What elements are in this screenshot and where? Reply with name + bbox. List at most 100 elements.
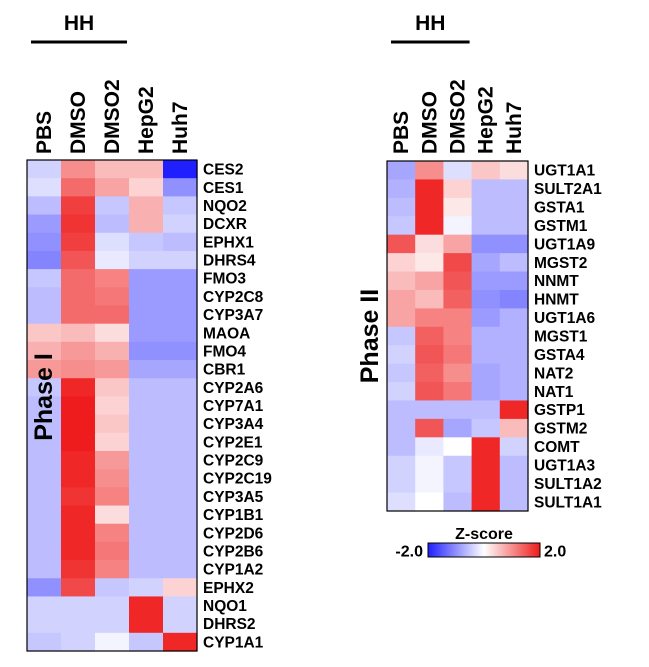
heatmap-cell-mgst2-hepg2 bbox=[471, 253, 501, 273]
row-label-cyp2c8: CYP2C8 bbox=[203, 289, 264, 306]
heatmap-cell-cyp2c8-pbs bbox=[27, 287, 62, 307]
heatmap-cell-ugt1a1-pbs bbox=[387, 161, 416, 181]
heatmap-cell-dhrs2-hepg2 bbox=[129, 614, 164, 634]
heatmap-cell-maoa-huh7 bbox=[163, 323, 198, 343]
heatmap-cell-dhrs4-huh7 bbox=[163, 250, 198, 270]
color-legend: Z-score -2.0 2.0 bbox=[395, 526, 566, 561]
heatmap-cell-cyp2c8-dmso bbox=[61, 287, 96, 307]
heatmap-cell-ugt1a1-huh7 bbox=[499, 161, 529, 181]
column-label-hepg2: HepG2 bbox=[475, 86, 498, 154]
heatmap-cell-gstp1-hepg2 bbox=[471, 400, 501, 420]
heatmap-cell-ephx2-huh7 bbox=[163, 578, 198, 598]
row-label-ugt1a3: UGT1A3 bbox=[534, 457, 596, 474]
heatmap-cell-sult1a1-dmso bbox=[415, 492, 444, 512]
heatmap-cell-ephx2-dmso2 bbox=[95, 578, 130, 598]
heatmap-cell-ces2-dmso bbox=[61, 160, 96, 179]
heatmap-cell-gsta1-hepg2 bbox=[471, 197, 501, 217]
heatmap-cell-hnmt-pbs bbox=[387, 289, 416, 309]
row-label-gsta1: GSTA1 bbox=[534, 200, 585, 217]
heatmap-cell-cyp2c9-dmso2 bbox=[95, 450, 130, 470]
heatmap-cell-ugt1a3-dmso2 bbox=[443, 455, 473, 475]
heatmap-cell-cyp2a6-dmso bbox=[61, 378, 96, 398]
heatmap-cell-nqo1-dmso bbox=[61, 596, 96, 616]
heatmap-cell-ugt1a1-hepg2 bbox=[471, 161, 501, 181]
heatmap-cell-sult1a1-pbs bbox=[387, 492, 416, 512]
heatmap-cell-hnmt-hepg2 bbox=[471, 289, 501, 309]
heatmap-cell-gstp1-dmso bbox=[415, 400, 444, 420]
row-label-ephx1: EPHX1 bbox=[203, 234, 254, 251]
heatmap-cell-hnmt-dmso2 bbox=[443, 289, 473, 309]
row-label-cbr1: CBR1 bbox=[203, 362, 246, 379]
heatmap-cell-gstm2-hepg2 bbox=[471, 418, 501, 438]
heatmap-cell-cyp3a7-hepg2 bbox=[129, 305, 164, 325]
column-label-dmso: DMSO bbox=[418, 91, 441, 154]
heatmap-cell-nqo2-pbs bbox=[27, 196, 62, 216]
heatmap-cell-sult2a1-pbs bbox=[387, 179, 416, 199]
heatmap-cell-sult1a1-dmso2 bbox=[443, 492, 473, 512]
heatmap-cell-comt-hepg2 bbox=[471, 437, 501, 457]
heatmap-cell-ces1-huh7 bbox=[163, 178, 198, 197]
heatmap-cell-cyp2e1-hepg2 bbox=[129, 432, 164, 452]
heatmap-cell-gsta4-huh7 bbox=[499, 345, 529, 365]
group-label: HH bbox=[64, 12, 94, 35]
column-label-dmso2: DMSO2 bbox=[101, 79, 124, 154]
heatmap-cell-nat1-hepg2 bbox=[471, 382, 501, 402]
heatmap-cell-cyp1b1-pbs bbox=[27, 505, 62, 525]
heatmap-cell-cyp2c9-pbs bbox=[27, 450, 62, 470]
heatmap-cell-sult1a2-dmso bbox=[415, 474, 444, 494]
heatmap-cell-cyp2c9-hepg2 bbox=[129, 450, 164, 470]
heatmap-cell-gsta4-dmso bbox=[415, 345, 444, 365]
heatmap-cell-nqo2-huh7 bbox=[163, 196, 198, 216]
heatmap-cell-gsta4-pbs bbox=[387, 345, 416, 365]
heatmap-cell-cyp3a5-dmso2 bbox=[95, 487, 130, 507]
heatmap-cell-nnmt-huh7 bbox=[499, 271, 529, 291]
heatmap-cell-cyp2b6-dmso bbox=[61, 541, 96, 561]
heatmap-cell-fmo4-hepg2 bbox=[129, 341, 164, 361]
heatmap-cell-nqo1-hepg2 bbox=[129, 596, 164, 616]
heatmap-cell-dhrs4-dmso bbox=[61, 250, 96, 270]
heatmap-cell-gsta1-dmso2 bbox=[443, 197, 473, 217]
heatmap-cell-cyp3a4-dmso bbox=[61, 414, 96, 434]
heatmap-cell-gstm1-hepg2 bbox=[471, 216, 501, 236]
heatmap-cell-cyp2c19-hepg2 bbox=[129, 469, 164, 488]
heatmap-cell-ugt1a9-pbs bbox=[387, 234, 416, 254]
heatmap-cell-ephx1-dmso bbox=[61, 232, 96, 252]
heatmap-cell-cyp2a6-dmso2 bbox=[95, 378, 130, 398]
row-label-fmo4: FMO4 bbox=[203, 343, 246, 360]
heatmap-cell-dhrs4-hepg2 bbox=[129, 250, 164, 270]
row-label-comt: COMT bbox=[534, 439, 580, 456]
heatmap-cell-cyp1a1-hepg2 bbox=[129, 632, 164, 652]
heatmap-cell-dhrs2-dmso bbox=[61, 614, 96, 634]
row-label-cyp3a4: CYP3A4 bbox=[203, 416, 264, 433]
heatmap-cell-ugt1a3-hepg2 bbox=[471, 455, 501, 475]
heatmap-cell-maoa-dmso bbox=[61, 323, 96, 343]
heatmap-cell-ugt1a3-pbs bbox=[387, 455, 416, 475]
heatmap-cell-ces2-huh7 bbox=[163, 160, 198, 179]
heatmap-cell-mgst1-hepg2 bbox=[471, 326, 501, 346]
heatmap-cell-mgst2-pbs bbox=[387, 253, 416, 273]
heatmap-cell-ephx1-dmso2 bbox=[95, 232, 130, 252]
heatmap-cell-cyp1b1-dmso bbox=[61, 505, 96, 525]
heatmap-cell-mgst2-dmso2 bbox=[443, 253, 473, 273]
heatmap-cell-hnmt-dmso bbox=[415, 289, 444, 309]
heatmap-cell-cyp2c19-dmso2 bbox=[95, 469, 130, 488]
heatmap-cell-cyp2c8-hepg2 bbox=[129, 287, 164, 307]
heatmap-cell-ces1-dmso2 bbox=[95, 178, 130, 197]
heatmap-cell-cyp3a4-hepg2 bbox=[129, 414, 164, 434]
row-label-hnmt: HNMT bbox=[534, 292, 579, 309]
heatmap-cell-ugt1a9-hepg2 bbox=[471, 234, 501, 254]
heatmap-cell-fmo3-pbs bbox=[27, 269, 62, 288]
column-label-pbs: PBS bbox=[390, 111, 413, 154]
heatmap-cell-ephx2-hepg2 bbox=[129, 578, 164, 598]
row-label-cyp1a1: CYP1A1 bbox=[203, 634, 264, 651]
heatmap-cell-ephx2-pbs bbox=[27, 578, 62, 598]
heatmap-cell-gstm1-dmso bbox=[415, 216, 444, 236]
heatmap-cell-sult1a2-dmso2 bbox=[443, 474, 473, 494]
heatmap-cell-dhrs2-dmso2 bbox=[95, 614, 130, 634]
heatmap-cell-gstm2-huh7 bbox=[499, 418, 529, 438]
row-label-sult1a1: SULT1A1 bbox=[534, 494, 602, 511]
heatmap-cell-cyp1a2-hepg2 bbox=[129, 560, 164, 579]
heatmap-cell-ugt1a6-pbs bbox=[387, 308, 416, 328]
heatmap-cell-ephx1-huh7 bbox=[163, 232, 198, 252]
